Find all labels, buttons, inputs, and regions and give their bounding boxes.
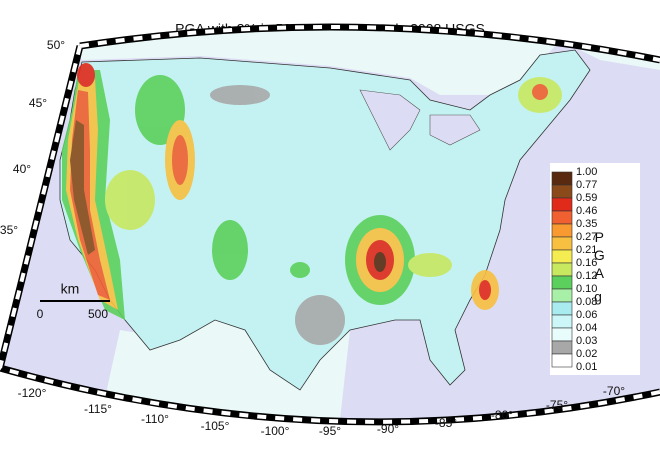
- legend-label: 0.46: [576, 205, 597, 217]
- legend-swatch: [551, 327, 573, 342]
- legend-label: 0.77: [576, 179, 597, 191]
- legend-swatch: [551, 314, 573, 329]
- legend-unit: g: [594, 289, 602, 305]
- lon-label: -80°: [491, 408, 513, 422]
- lon-label: -70°: [603, 384, 625, 398]
- lon-label: -120°: [18, 386, 47, 400]
- legend-swatch: [551, 236, 573, 251]
- legend-label: 0.08: [576, 296, 597, 308]
- legend-swatch: [551, 262, 573, 277]
- lon-label: -115°: [84, 402, 112, 416]
- legend-label: 0.35: [576, 218, 597, 230]
- legend-label: 0.12: [576, 270, 597, 282]
- legend-swatch: [551, 197, 573, 212]
- legend-label: 0.01: [576, 361, 597, 373]
- legend-label: 0.02: [576, 348, 597, 360]
- frame-dashes: [0, 25, 660, 424]
- legend-swatch: [551, 184, 573, 199]
- legend-swatch: [551, 353, 573, 368]
- legend: PGA g 1.000.770.590.460.350.270.210.160.…: [550, 163, 640, 375]
- legend-swatch: [551, 249, 573, 264]
- legend-swatch: [551, 275, 573, 290]
- scale-end: 500: [88, 307, 108, 321]
- scale-bar: km 0 500: [37, 281, 110, 321]
- lon-label: -110°: [141, 412, 169, 426]
- legend-label: 0.10: [576, 283, 597, 295]
- lat-labels: 50° 45° 40° 35°: [0, 38, 65, 237]
- lat-label: 35°: [0, 223, 18, 237]
- legend-label: 0.04: [576, 322, 597, 334]
- lat-label: 50°: [47, 38, 65, 52]
- legend-swatch: [551, 301, 573, 316]
- legend-swatch: [551, 210, 573, 225]
- legend-label: 0.27: [576, 231, 597, 243]
- legend-label: 0.21: [576, 244, 597, 256]
- lat-label: 45°: [29, 96, 47, 110]
- legend-label: 0.59: [576, 192, 597, 204]
- lon-label: -95°: [319, 424, 341, 438]
- legend-title: PGA: [591, 229, 607, 283]
- land: [59, 27, 660, 420]
- legend-swatch: [551, 223, 573, 238]
- legend-label: 0.16: [576, 257, 597, 269]
- legend-swatch: [551, 171, 573, 186]
- scale-unit: km: [61, 281, 80, 297]
- lat-label: 40°: [13, 162, 31, 176]
- lon-labels: -120° -115° -110° -105° -100° -95° -90° -85° -80…: [18, 384, 626, 438]
- lon-label: -75°: [546, 398, 568, 412]
- legend-label: 0.03: [576, 335, 597, 347]
- scale-start: 0: [37, 307, 44, 321]
- legend-label: 1.00: [576, 166, 597, 178]
- legend-label: 0.06: [576, 309, 597, 321]
- lon-label: -105°: [201, 419, 230, 433]
- legend-swatch: [551, 288, 573, 303]
- lon-label: -90°: [377, 422, 399, 436]
- legend-swatch: [551, 340, 573, 355]
- lon-label: -100°: [261, 424, 290, 438]
- lon-label: -85°: [435, 416, 457, 430]
